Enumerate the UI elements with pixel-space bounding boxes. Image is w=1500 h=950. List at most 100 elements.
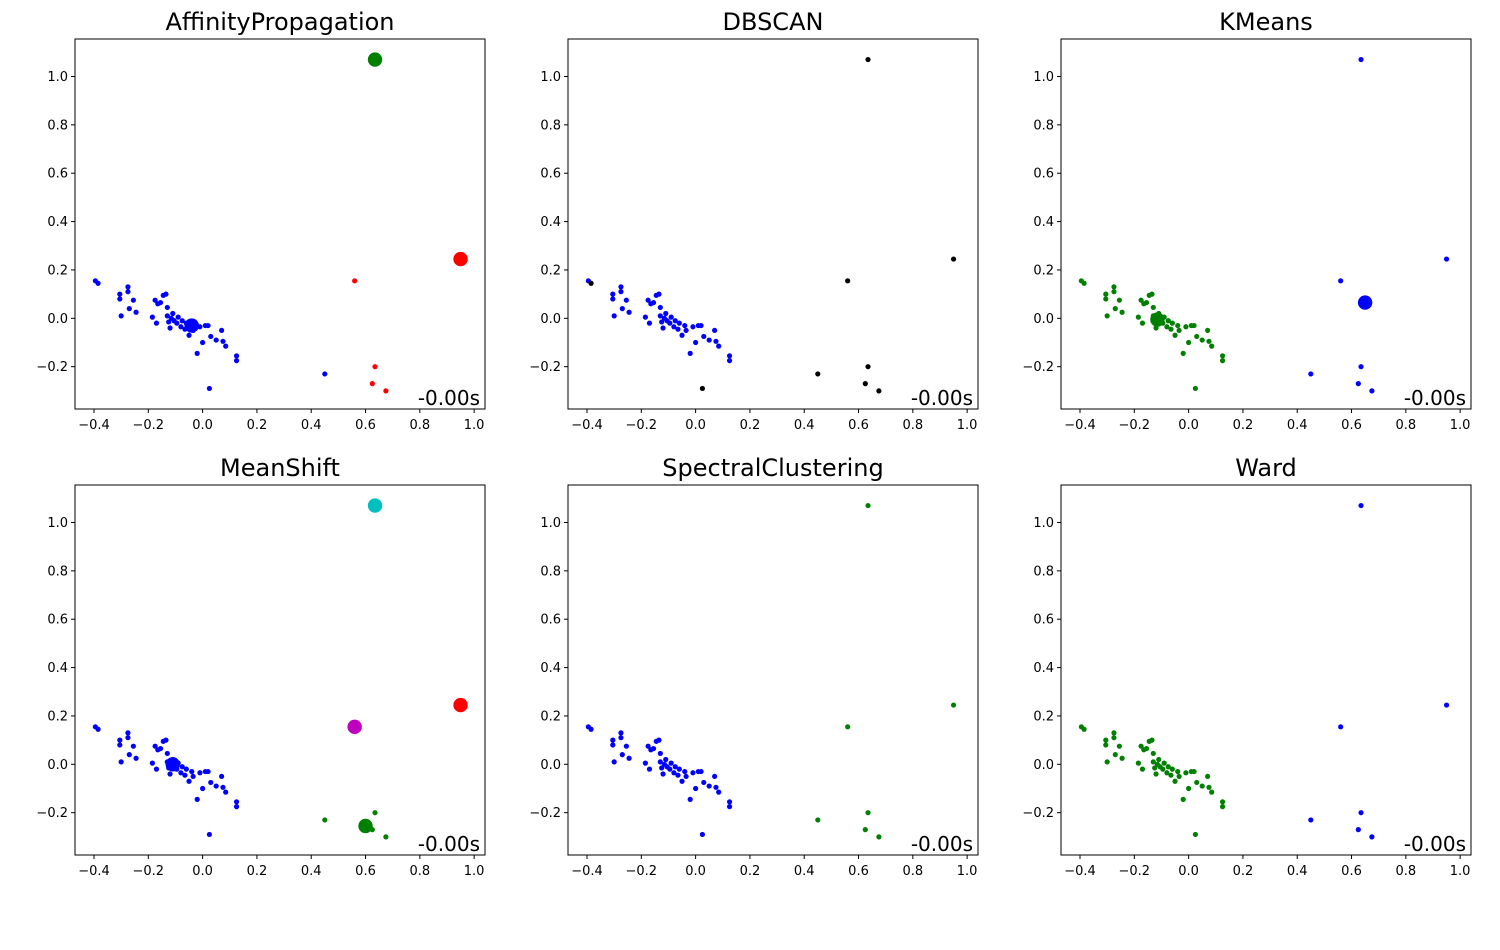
data-point-31 [189, 768, 195, 775]
data-point-50 [876, 834, 882, 840]
y-tick-label: −0.2 [529, 806, 561, 821]
data-point-40 [213, 337, 219, 343]
data-point-35 [693, 785, 699, 792]
data-point-16 [163, 291, 169, 297]
data-point-18 [657, 304, 663, 311]
cluster-center-1 [1357, 295, 1373, 310]
data-point-39 [701, 779, 707, 786]
y-tick-label: 0.4 [47, 215, 68, 230]
x-tick-label: −0.2 [626, 864, 658, 879]
cluster-center-0 [165, 757, 180, 772]
timing-label: -0.00s [418, 832, 480, 856]
data-point-29 [676, 766, 682, 772]
panel-title: AffinityPropagation [165, 8, 394, 36]
data-point-12 [1139, 766, 1146, 772]
x-tick-label: 0.8 [1395, 418, 1416, 433]
data-point-26 [671, 324, 677, 330]
data-point-20 [1153, 771, 1159, 777]
data-point-29 [183, 766, 189, 772]
data-point-40 [706, 783, 712, 789]
x-tick-label: 0.0 [1178, 864, 1199, 879]
y-tick-label: 0.4 [540, 215, 561, 230]
data-point-34 [690, 770, 696, 776]
y-tick-label: −0.2 [36, 360, 68, 375]
data-point-44 [726, 799, 733, 805]
data-point-30 [1172, 332, 1178, 338]
y-tick-label: 0.4 [1033, 215, 1054, 230]
data-point-28 [182, 772, 188, 778]
y-tick-label: 1.0 [47, 70, 68, 85]
data-point-42 [220, 338, 226, 344]
y-tick-label: 0.4 [540, 661, 561, 676]
data-point-37 [1191, 768, 1197, 775]
data-point-11 [1138, 743, 1144, 749]
x-tick-label: −0.2 [133, 418, 165, 433]
data-point-33 [1180, 796, 1186, 802]
data-point-7 [1112, 752, 1118, 758]
x-tick-label: 0.0 [1178, 418, 1199, 433]
data-point-34 [690, 324, 696, 330]
data-point-27 [672, 764, 678, 770]
timing-label: -0.00s [911, 832, 973, 856]
x-tick-label: 0.8 [409, 864, 430, 879]
data-point-6 [125, 735, 131, 741]
y-tick-label: 0.6 [1033, 613, 1054, 628]
y-tick-label: 0.2 [47, 263, 68, 278]
data-point-1 [95, 726, 101, 732]
data-point-4 [118, 759, 124, 765]
data-point-8 [1116, 297, 1122, 303]
data-point-35 [200, 785, 206, 792]
data-point-37 [205, 322, 211, 329]
data-point-28 [1168, 772, 1174, 778]
data-point-50 [876, 388, 882, 394]
data-point-51 [1358, 502, 1364, 509]
x-tick-label: 0.0 [192, 864, 213, 879]
data-point-5 [125, 284, 131, 290]
cluster-center-3 [367, 498, 383, 513]
data-point-9 [626, 309, 632, 315]
x-tick-label: 0.8 [1395, 864, 1416, 879]
data-point-38 [206, 831, 212, 838]
y-tick-label: −0.2 [1022, 806, 1054, 821]
x-tick-label: 0.4 [301, 864, 322, 879]
data-point-22 [663, 756, 669, 763]
data-point-48 [865, 810, 871, 816]
data-point-50 [383, 388, 389, 394]
data-point-42 [1206, 784, 1212, 790]
y-tick-label: 0.0 [47, 758, 68, 773]
data-point-27 [179, 318, 185, 324]
data-point-46 [322, 817, 328, 823]
data-point-51 [1358, 56, 1364, 63]
data-point-41 [1205, 327, 1211, 334]
data-point-43 [223, 343, 229, 349]
x-tick-label: 0.2 [740, 864, 761, 879]
timing-label: -0.00s [1404, 386, 1466, 410]
data-point-9 [626, 755, 632, 761]
x-tick-label: 1.0 [464, 864, 485, 879]
data-point-27 [1165, 318, 1171, 324]
data-point-38 [1192, 831, 1198, 838]
data-point-5 [1111, 730, 1117, 736]
y-tick-label: 0.0 [1033, 312, 1054, 327]
data-point-47 [1338, 278, 1344, 284]
data-point-10 [642, 760, 648, 766]
y-tick-label: 0.8 [47, 118, 68, 133]
x-tick-label: 0.4 [1287, 864, 1308, 879]
x-tick-label: 0.2 [740, 418, 761, 433]
panel-title: Ward [1235, 454, 1297, 482]
data-point-25 [1161, 760, 1167, 766]
data-point-32 [683, 773, 689, 780]
data-point-46 [815, 371, 821, 377]
data-point-51 [865, 56, 871, 63]
x-tick-label: 0.6 [848, 418, 869, 433]
data-point-29 [676, 320, 682, 326]
data-point-29 [1169, 320, 1175, 326]
data-point-49 [1355, 381, 1361, 387]
data-point-10 [1135, 760, 1141, 766]
cluster-center-2 [453, 251, 468, 267]
data-point-32 [1176, 327, 1182, 334]
scatter-markers [585, 502, 957, 840]
x-tick-label: −0.4 [571, 864, 603, 879]
data-point-45 [1219, 804, 1226, 810]
x-tick-label: 1.0 [957, 864, 978, 879]
